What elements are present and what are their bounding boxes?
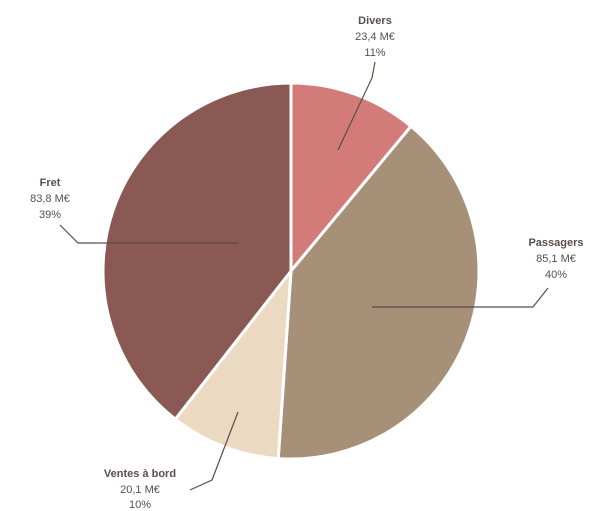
slice-ventes-a-bord	[173, 269, 293, 461]
pie-slices	[101, 81, 481, 461]
leader-passagers	[372, 287, 549, 308]
label-fret-name: Fret	[40, 177, 61, 189]
label-fret: Fret 83,8 M€ 39%	[30, 177, 70, 221]
leader-ventes-a-bord	[189, 411, 239, 491]
leader-lines	[59, 61, 549, 491]
label-ventes-percent: 10%	[129, 499, 151, 511]
leader-divers	[337, 61, 376, 151]
label-divers: Divers 23,4 M€ 11%	[355, 15, 395, 59]
label-ventes-a-bord: Ventes à bord 20,1 M€ 10%	[104, 468, 176, 511]
label-divers-name: Divers	[358, 15, 392, 27]
label-fret-amount: 83,8 M€	[30, 193, 70, 205]
label-divers-percent: 11%	[364, 47, 385, 59]
label-passagers: Passagers 85,1 M€ 40%	[528, 237, 583, 281]
label-passagers-percent: 40%	[545, 269, 567, 281]
label-passagers-name: Passagers	[528, 237, 583, 249]
label-fret-percent: 39%	[39, 209, 61, 221]
slice-divers	[289, 81, 413, 273]
slice-fret	[101, 81, 293, 421]
label-divers-amount: 23,4 M€	[355, 31, 395, 43]
label-ventes-name: Ventes à bord	[104, 468, 176, 480]
slice-passagers	[276, 124, 481, 461]
label-passagers-amount: 85,1 M€	[536, 253, 576, 265]
label-ventes-amount: 20,1 M€	[120, 484, 160, 496]
leader-fret	[59, 224, 238, 244]
